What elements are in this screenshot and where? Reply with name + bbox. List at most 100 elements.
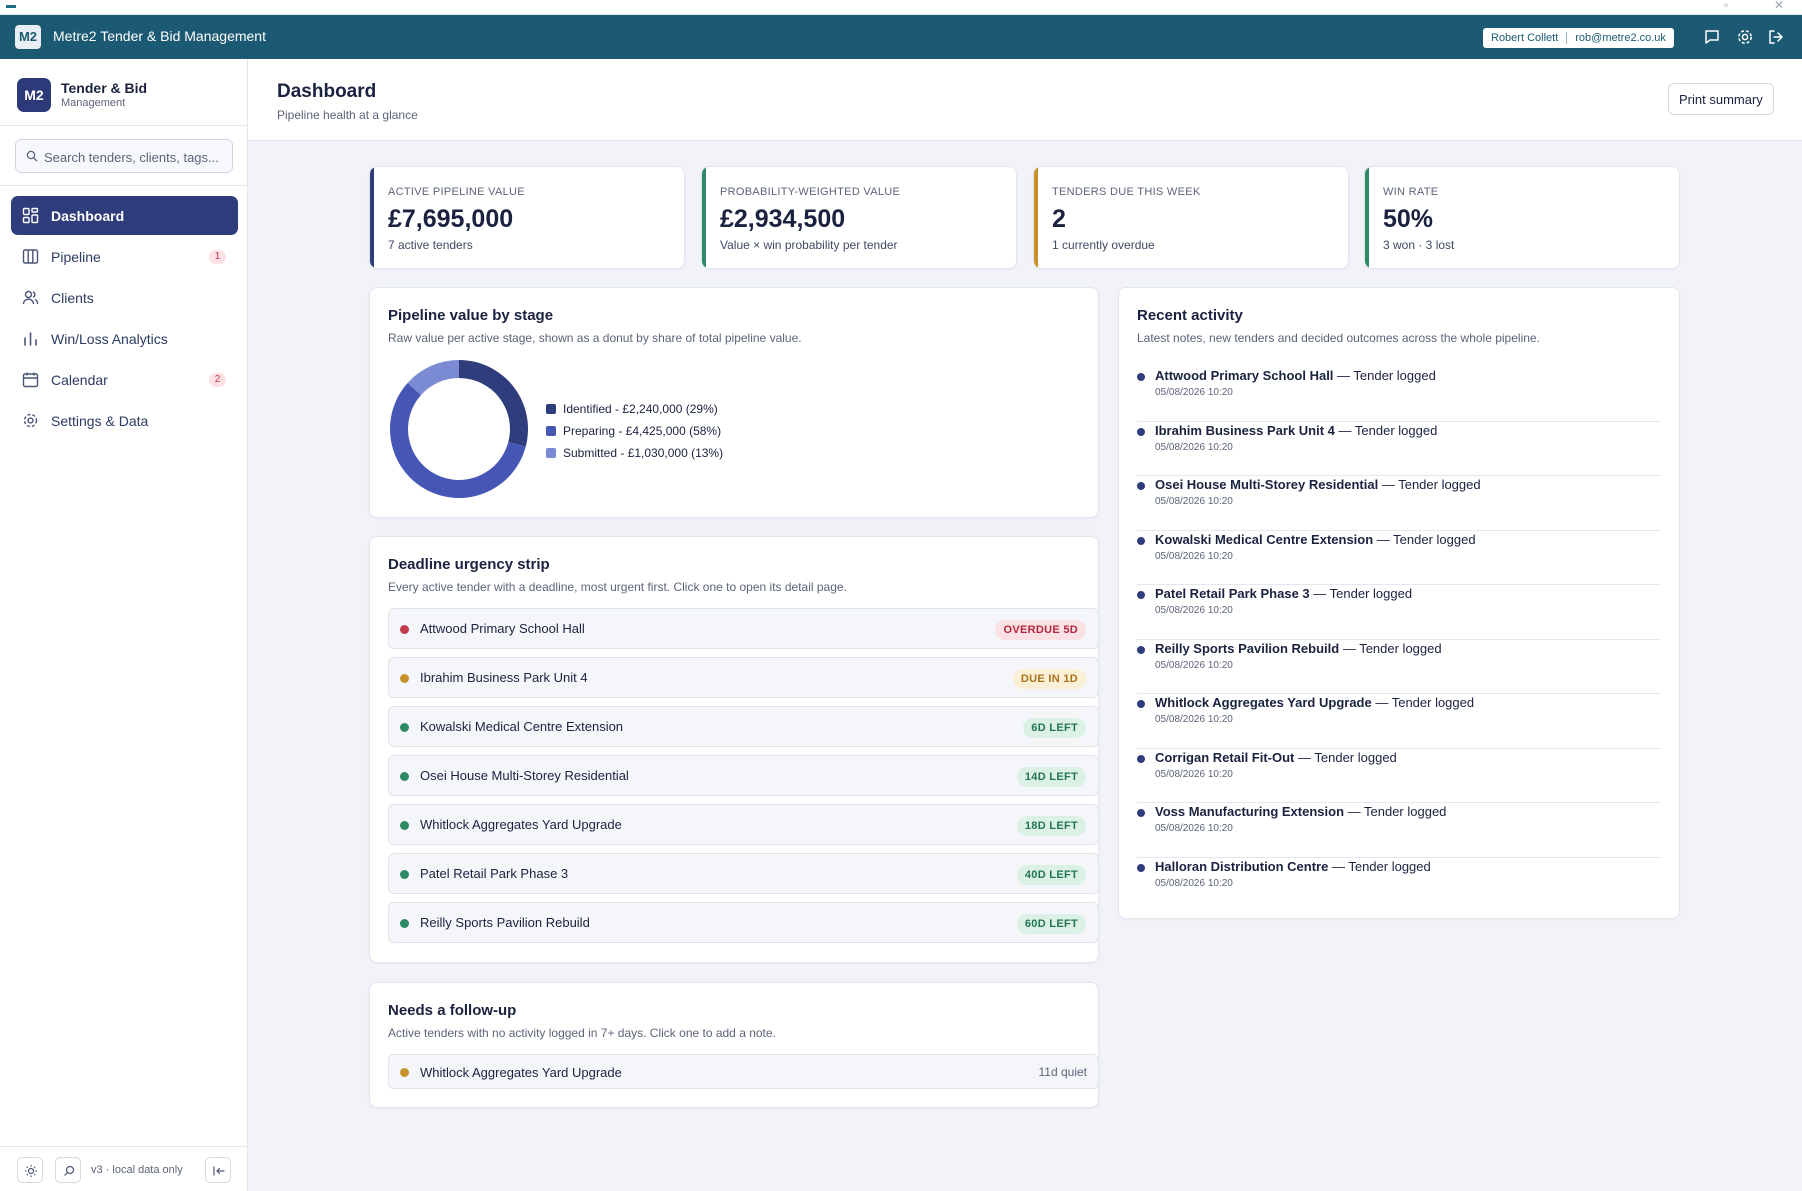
gear-icon[interactable] <box>1736 28 1754 46</box>
urgency-row[interactable]: Kowalski Medical Centre Extension 6D LEFT <box>388 706 1099 747</box>
legend-label: Identified - £2,240,000 (29%) <box>563 402 718 416</box>
activity-tender-name: Kowalski Medical Centre Extension <box>1155 531 1374 547</box>
donut-slice-preparing <box>390 382 526 498</box>
maximize-icon[interactable]: ▫ <box>1724 0 1729 12</box>
activity-timestamp: 05/08/2026 10:20 <box>1155 387 1233 398</box>
activity-action: — Tender logged <box>1334 422 1438 438</box>
activity-dot <box>1137 427 1145 436</box>
activity-item[interactable]: Attwood Primary School Hall — Tender log… <box>1137 367 1661 422</box>
status-dot <box>400 870 409 879</box>
pipeline-by-stage-card: Pipeline value by stage Raw value per ac… <box>369 287 1099 518</box>
activity-item[interactable]: Halloran Distribution Centre — Tender lo… <box>1137 858 1661 913</box>
sidebar-divider <box>0 185 247 186</box>
sidebar-item-win-loss-analytics[interactable]: Win/Loss Analytics <box>11 319 238 358</box>
quick-search-button[interactable] <box>55 1157 81 1183</box>
activity-action: — Tender logged <box>1371 695 1475 710</box>
search-icon <box>26 150 38 162</box>
print-summary-button[interactable]: Print summary <box>1668 83 1774 115</box>
activity-list: Attwood Primary School Hall — Tender log… <box>1137 367 1661 912</box>
kpi-card-due-this-week: TENDERS DUE THIS WEEK 2 1 currently over… <box>1033 166 1349 269</box>
close-icon[interactable]: ✕ <box>1774 0 1785 12</box>
activity-item[interactable]: Ibrahim Business Park Unit 4 — Tender lo… <box>1137 422 1661 476</box>
brand-name: Tender & Bid <box>61 80 148 96</box>
pipeline-count-badge: 1 <box>209 250 226 264</box>
app-logo: M2 <box>15 25 41 49</box>
sidebar-item-clients[interactable]: Clients <box>11 278 238 317</box>
status-dot <box>400 772 409 781</box>
activity-dot <box>1137 591 1145 599</box>
urgency-row[interactable]: Osei House Multi-Storey Residential 14D L… <box>388 755 1099 796</box>
activity-tender-name: Whitlock Aggregates Yard Upgrade <box>1155 695 1372 710</box>
urgency-row[interactable]: Reilly Sports Pavilion Rebuild 60D LEFT <box>388 902 1099 943</box>
tender-name: Osei House Multi-Storey Residential <box>420 768 629 783</box>
chat-icon[interactable] <box>1703 28 1721 46</box>
activity-item[interactable]: Osei House Multi-Storey Residential — Te… <box>1137 476 1661 531</box>
activity-tender-name: Osei House Multi-Storey Residential <box>1155 477 1379 492</box>
brand-subtitle: Management <box>61 97 126 109</box>
sidebar-item-label: Settings & Data <box>51 412 149 429</box>
sidebar-item-settings[interactable]: Settings & Data <box>11 401 238 440</box>
urgency-row[interactable]: Patel Retail Park Phase 3 40D LEFT <box>388 853 1099 894</box>
urgency-row[interactable]: Attwood Primary School Hall OVERDUE 5D <box>388 608 1099 649</box>
kpi-value: £2,934,500 <box>720 205 846 233</box>
kpi-card-pipeline-value: ACTIVE PIPELINE VALUE £7,695,000 7 activ… <box>369 166 685 269</box>
search-input[interactable] <box>44 147 226 167</box>
deadline-pill: 14D LEFT <box>1016 767 1086 787</box>
tender-name: Whitlock Aggregates Yard Upgrade <box>420 817 622 832</box>
activity-dot <box>1137 482 1145 490</box>
legend-item: Preparing - £4,425,000 (58%) <box>546 420 723 442</box>
kpi-card-win-rate: WIN RATE 50% 3 won · 3 lost <box>1364 166 1680 269</box>
follow-up-row[interactable]: Whitlock Aggregates Yard Upgrade 11d qui… <box>388 1054 1099 1089</box>
activity-dot <box>1137 863 1145 872</box>
activity-item[interactable]: Reilly Sports Pavilion Rebuild — Tender … <box>1137 640 1661 694</box>
activity-tender-name: Halloran Distribution Centre <box>1155 858 1329 874</box>
urgency-row[interactable]: Whitlock Aggregates Yard Upgrade 18D LEFT <box>388 804 1099 845</box>
logout-icon[interactable] <box>1767 28 1785 46</box>
activity-action: — Tender logged <box>1309 586 1413 601</box>
urgency-row[interactable]: Ibrahim Business Park Unit 4 DUE IN 1D <box>388 657 1099 698</box>
calendar-icon <box>22 372 39 388</box>
legend-swatch <box>546 404 556 414</box>
legend-swatch <box>546 426 556 436</box>
user-chip[interactable]: Robert Collett rob@metre2.co.uk <box>1483 28 1674 48</box>
activity-item[interactable]: Voss Manufacturing Extension — Tender lo… <box>1137 803 1661 858</box>
sidebar: M2 Tender & Bid Management Dashboard <box>0 59 248 1191</box>
sidebar-item-calendar[interactable]: Calendar 2 <box>11 360 238 399</box>
status-dot <box>400 821 409 830</box>
section-description: Every active tender with a deadline, mos… <box>388 580 847 594</box>
activity-item[interactable]: Kowalski Medical Centre Extension — Tend… <box>1137 531 1661 585</box>
status-dot <box>400 723 409 732</box>
status-dot <box>400 1068 409 1077</box>
status-dot <box>400 674 409 683</box>
activity-line: Osei House Multi-Storey Residential — Te… <box>1155 477 1481 492</box>
search-box[interactable] <box>15 139 233 173</box>
collapse-icon <box>213 1166 225 1176</box>
activity-tender-name: Voss Manufacturing Extension <box>1155 804 1345 819</box>
page-subtitle: Pipeline health at a glance <box>277 108 418 122</box>
kpi-value: 2 <box>1052 205 1066 233</box>
activity-timestamp: 05/08/2026 10:20 <box>1155 550 1233 562</box>
deadline-pill: 18D LEFT <box>1016 816 1086 836</box>
follow-up-card: Needs a follow-up Active tenders with no… <box>369 982 1099 1108</box>
sidebar-item-pipeline[interactable]: Pipeline 1 <box>11 237 238 276</box>
activity-item[interactable]: Patel Retail Park Phase 3 — Tender logge… <box>1137 585 1661 640</box>
theme-toggle-button[interactable] <box>17 1157 43 1183</box>
sidebar-item-dashboard[interactable]: Dashboard <box>11 196 238 235</box>
activity-line: Voss Manufacturing Extension — Tender lo… <box>1155 804 1446 819</box>
donut-slice-submitted <box>407 360 459 395</box>
activity-line: Corrigan Retail Fit-Out — Tender logged <box>1155 750 1397 765</box>
activity-timestamp: 05/08/2026 10:20 <box>1155 714 1233 725</box>
collapse-sidebar-button[interactable] <box>205 1157 231 1183</box>
kpi-label: ACTIVE PIPELINE VALUE <box>388 186 525 198</box>
activity-tender-name: Attwood Primary School Hall <box>1155 368 1334 383</box>
activity-line: Kowalski Medical Centre Extension — Tend… <box>1155 532 1476 547</box>
section-description: Raw value per active stage, shown as a d… <box>388 331 802 345</box>
activity-tender-name: Reilly Sports Pavilion Rebuild <box>1155 640 1340 656</box>
activity-timestamp: 05/08/2026 10:20 <box>1155 823 1233 834</box>
activity-item[interactable]: Corrigan Retail Fit-Out — Tender logged 0… <box>1137 749 1661 803</box>
section-title: Deadline urgency strip <box>388 556 550 573</box>
activity-action: — Tender logged <box>1344 804 1447 819</box>
activity-item[interactable]: Whitlock Aggregates Yard Upgrade — Tende… <box>1137 694 1661 749</box>
user-email: rob@metre2.co.uk <box>1575 32 1666 44</box>
activity-action: — Tender logged <box>1378 477 1481 492</box>
